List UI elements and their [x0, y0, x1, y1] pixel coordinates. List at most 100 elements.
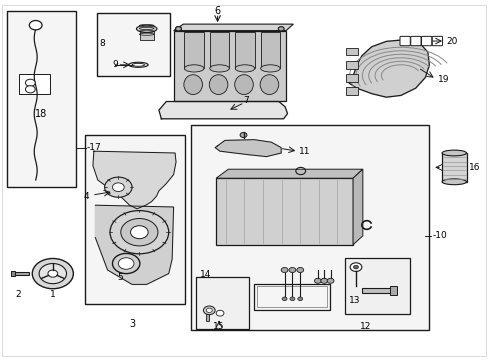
Circle shape	[288, 267, 295, 273]
Text: 18: 18	[35, 109, 48, 120]
Circle shape	[29, 21, 42, 30]
Bar	[345, 258, 409, 314]
Polygon shape	[95, 205, 173, 284]
Text: 6: 6	[214, 6, 220, 16]
Bar	[346, 74, 358, 82]
FancyBboxPatch shape	[431, 36, 442, 46]
Bar	[12, 272, 29, 275]
Circle shape	[25, 79, 35, 86]
Circle shape	[25, 86, 35, 93]
Circle shape	[297, 297, 302, 301]
Circle shape	[281, 267, 287, 273]
Bar	[441, 153, 466, 182]
FancyBboxPatch shape	[421, 36, 431, 46]
Bar	[97, 13, 170, 76]
Circle shape	[118, 258, 134, 269]
Bar	[184, 32, 203, 68]
Circle shape	[326, 278, 333, 283]
Circle shape	[104, 177, 132, 197]
Polygon shape	[173, 24, 293, 31]
Text: 1: 1	[50, 289, 56, 299]
Bar	[346, 61, 358, 69]
Text: 19: 19	[437, 76, 448, 85]
Ellipse shape	[441, 179, 466, 185]
Bar	[257, 286, 326, 307]
Circle shape	[216, 310, 224, 316]
Text: 20: 20	[445, 37, 456, 46]
Circle shape	[130, 226, 148, 239]
Text: 7: 7	[243, 96, 248, 105]
Ellipse shape	[441, 150, 466, 156]
Ellipse shape	[209, 75, 227, 94]
Bar	[84, 135, 184, 304]
Text: 16: 16	[468, 163, 479, 172]
Ellipse shape	[136, 25, 157, 32]
Circle shape	[296, 267, 303, 273]
Polygon shape	[346, 40, 428, 97]
Bar	[346, 48, 358, 55]
Bar	[361, 288, 395, 293]
Text: 2: 2	[16, 289, 21, 299]
Bar	[216, 178, 352, 245]
Circle shape	[203, 306, 215, 315]
Bar	[235, 32, 254, 68]
Text: 5: 5	[117, 273, 122, 282]
Text: 11: 11	[299, 147, 310, 156]
Text: 14: 14	[199, 270, 210, 279]
Circle shape	[175, 27, 181, 31]
Circle shape	[110, 211, 168, 254]
Text: 9: 9	[112, 60, 118, 69]
Circle shape	[278, 27, 284, 31]
Polygon shape	[216, 169, 362, 178]
Ellipse shape	[128, 62, 148, 67]
Bar	[19, 74, 50, 94]
Text: 12: 12	[359, 322, 371, 331]
Polygon shape	[215, 140, 281, 157]
Text: 4: 4	[83, 192, 89, 201]
Text: 13: 13	[348, 296, 360, 305]
Text: -17: -17	[87, 143, 102, 152]
FancyBboxPatch shape	[399, 36, 409, 46]
Bar	[389, 286, 396, 295]
Ellipse shape	[234, 75, 253, 94]
Bar	[173, 31, 285, 101]
Bar	[346, 87, 358, 95]
Circle shape	[206, 308, 212, 312]
Text: 3: 3	[129, 319, 135, 329]
Circle shape	[48, 270, 58, 277]
Circle shape	[39, 264, 66, 284]
Circle shape	[240, 132, 246, 138]
Text: -10: -10	[431, 231, 446, 240]
Ellipse shape	[260, 75, 278, 94]
Ellipse shape	[132, 63, 144, 66]
Text: 8: 8	[100, 39, 105, 48]
Circle shape	[175, 27, 181, 31]
Circle shape	[314, 278, 321, 283]
Circle shape	[353, 265, 358, 269]
Text: 15: 15	[213, 323, 224, 331]
Ellipse shape	[235, 65, 254, 72]
Bar	[206, 314, 209, 321]
Circle shape	[289, 297, 294, 301]
Polygon shape	[159, 102, 287, 119]
Polygon shape	[352, 169, 362, 245]
Circle shape	[121, 219, 158, 246]
Circle shape	[320, 278, 327, 283]
Ellipse shape	[183, 75, 202, 94]
Ellipse shape	[184, 65, 203, 72]
Polygon shape	[93, 151, 176, 209]
Circle shape	[112, 183, 124, 192]
Bar	[254, 284, 329, 310]
Bar	[195, 277, 249, 329]
Bar	[7, 11, 76, 187]
Circle shape	[349, 263, 361, 271]
Bar	[190, 125, 428, 330]
Bar	[209, 32, 229, 68]
FancyBboxPatch shape	[410, 36, 420, 46]
Bar	[11, 271, 15, 276]
Circle shape	[282, 297, 286, 301]
Bar	[260, 32, 280, 68]
Ellipse shape	[260, 65, 280, 72]
Circle shape	[32, 258, 73, 289]
Bar	[140, 29, 153, 40]
